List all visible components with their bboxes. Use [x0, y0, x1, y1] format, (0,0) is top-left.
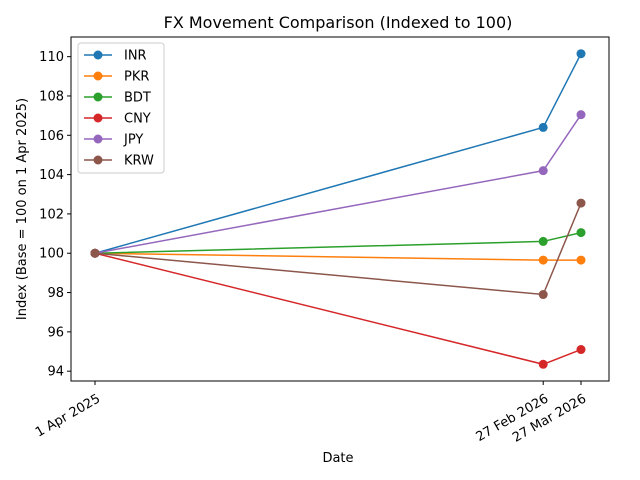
data-point [538, 122, 548, 132]
series-line-krw [94, 202, 582, 296]
data-point [538, 290, 548, 300]
legend-label: PKR [124, 70, 149, 85]
legend-marker [93, 92, 103, 102]
data-point [576, 228, 586, 238]
chart-title: FX Movement Comparison (Indexed to 100) [164, 13, 513, 32]
data-point [90, 248, 100, 258]
series-krw [90, 198, 586, 300]
series-inr [90, 49, 586, 258]
series-line-bdt [94, 231, 582, 254]
legend-marker [93, 134, 103, 144]
y-tick-label: 104 [39, 168, 64, 183]
legend-marker [93, 113, 103, 123]
legend-marker [93, 155, 103, 165]
series-line-cny [94, 252, 582, 366]
y-tick-label: 108 [39, 89, 64, 104]
data-point [538, 359, 548, 369]
y-axis-label: Index (Base = 100 on 1 Apr 2025) [15, 98, 30, 320]
y-tick-label: 94 [47, 365, 64, 380]
data-point [538, 255, 548, 265]
data-point [538, 236, 548, 246]
x-tick-label: 1 Apr 2025 [33, 391, 103, 440]
data-point [576, 255, 586, 265]
legend-item-bdt: BDT [84, 91, 151, 106]
legend-marker [93, 50, 103, 60]
legend-label: INR [124, 49, 147, 64]
series-jpy [90, 110, 586, 258]
data-point [576, 198, 586, 208]
y-tick-label: 98 [47, 286, 64, 301]
legend-label: JPY [123, 133, 143, 148]
y-tick-label: 100 [39, 247, 64, 262]
legend-label: KRW [124, 154, 154, 169]
data-point [576, 49, 586, 59]
data-point [538, 166, 548, 176]
legend-item-cny: CNY [84, 112, 151, 127]
x-axis-label: Date [322, 451, 353, 466]
series-line-pkr [94, 252, 581, 261]
legend-item-pkr: PKR [84, 70, 149, 85]
series-layer [90, 49, 586, 369]
legend-label: BDT [124, 91, 151, 106]
y-tick-label: 106 [39, 129, 64, 144]
legend-item-inr: INR [84, 49, 147, 64]
legend-label: CNY [124, 112, 151, 127]
y-tick-label: 102 [39, 207, 64, 222]
series-cny [90, 248, 586, 369]
legend-item-krw: KRW [84, 154, 154, 169]
y-tick-label: 110 [39, 50, 64, 65]
data-point [576, 345, 586, 355]
plot-area [70, 36, 610, 382]
data-point [576, 110, 586, 120]
legend: INR PKR BDT CNY JPY KRW [77, 42, 165, 174]
legend-item-jpy: JPY [84, 133, 143, 148]
y-axis-ticks: 94 96 98 100 102 104 106 108 110 [39, 50, 71, 380]
series-line-inr [94, 53, 582, 254]
y-tick-label: 96 [47, 325, 64, 340]
series-bdt [90, 228, 586, 258]
legend-marker [93, 71, 103, 81]
